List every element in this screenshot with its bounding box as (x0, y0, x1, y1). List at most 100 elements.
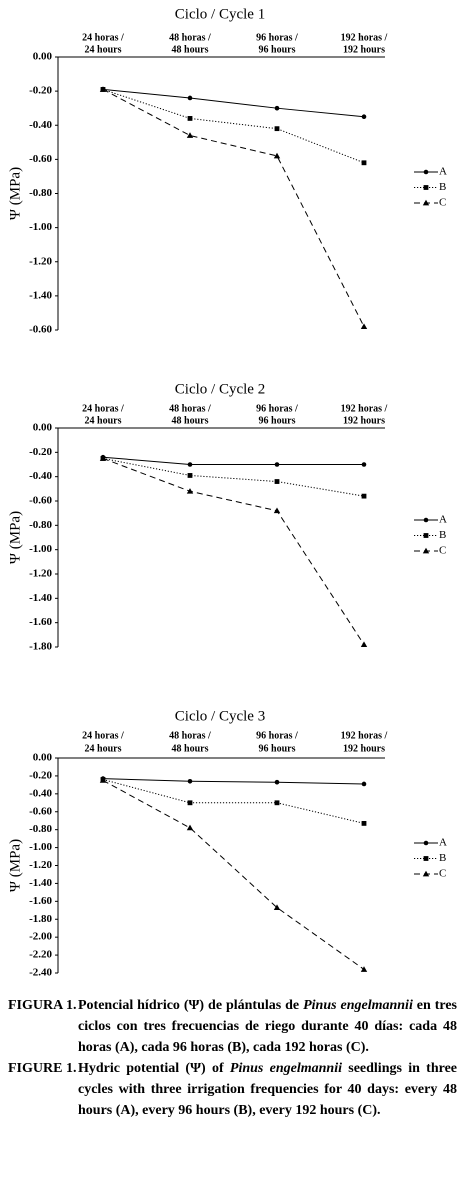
x-category-label: 24 horas / (82, 730, 124, 741)
series-line (102, 457, 365, 645)
x-category-label: 24 horas / (82, 403, 124, 414)
legend-marker (422, 870, 430, 877)
legend-marker (422, 547, 430, 554)
x-category-label: 96 horas / (256, 403, 298, 414)
y-tick-label: -0.20 (29, 446, 52, 458)
series-line (102, 779, 365, 824)
data-point (186, 488, 194, 494)
caption-text: Potencial hídrico (Ψ) de plántulas de (78, 998, 304, 1013)
y-axis-label: Ψ (MPa) (7, 167, 23, 220)
y-tick-label: -0.20 (29, 85, 52, 97)
x-category-label: 48 horas / (169, 403, 211, 414)
data-point (273, 904, 281, 911)
y-tick-label: -1.60 (29, 616, 52, 628)
data-point (361, 160, 367, 166)
series-line (102, 457, 365, 497)
legend-label: A (439, 166, 447, 178)
caption-text: Pinus engelmannii (229, 1061, 342, 1076)
y-tick-label: -2.40 (29, 967, 52, 979)
data-point (187, 95, 193, 101)
x-category-label: 48 hours (172, 415, 209, 426)
y-tick-label: -1.40 (29, 289, 52, 301)
data-point (273, 152, 281, 159)
data-point (274, 126, 280, 132)
legend-label: A (439, 837, 447, 849)
legend-label: B (439, 852, 446, 864)
y-tick-label: -0.40 (29, 119, 52, 131)
x-category-label: 96 hours (259, 743, 296, 754)
y-tick-label: -1.00 (29, 543, 52, 555)
y-tick-label: -2.00 (29, 931, 52, 943)
legend-label: C (439, 545, 446, 557)
data-point (274, 779, 280, 785)
x-category-label: 96 horas / (256, 730, 298, 741)
y-tick-label: -1.20 (29, 255, 52, 267)
y-tick-label: -0.60 (29, 495, 52, 507)
y-tick-label: -1.00 (29, 841, 52, 853)
data-point (361, 493, 367, 499)
data-point (360, 323, 368, 329)
y-tick-label: 0.00 (33, 752, 53, 764)
y-tick-label: -1.40 (29, 877, 52, 889)
y-axis-label: Ψ (MPa) (7, 511, 23, 564)
y-tick-label: -0.80 (29, 519, 52, 531)
legend-marker (422, 199, 430, 206)
series-line (102, 456, 364, 465)
y-tick-label: -2.20 (29, 949, 52, 961)
chart-title: Ciclo / Cycle 3 (175, 708, 265, 724)
y-tick-label: -0.40 (29, 470, 52, 482)
data-point (186, 824, 194, 831)
data-point (274, 479, 280, 484)
chart-title: Ciclo / Cycle 2 (175, 381, 265, 397)
data-point (99, 455, 107, 461)
x-category-label: 24 hours (85, 44, 122, 55)
series-line (102, 88, 365, 164)
legend-marker (423, 169, 429, 175)
data-point (360, 966, 368, 972)
caption-label: FIGURA 1. (8, 998, 77, 1013)
y-tick-label: -1.40 (29, 592, 52, 604)
legend-marker (423, 517, 429, 523)
legend-label: C (439, 197, 446, 209)
x-category-label: 24 hours (85, 415, 122, 426)
x-category-label: 48 hours (172, 743, 209, 754)
legend-marker (423, 840, 429, 846)
x-category-label: 24 hours (85, 743, 122, 754)
data-point (187, 116, 193, 121)
legend-marker (423, 856, 429, 861)
legend-label: B (439, 529, 446, 541)
legend-marker (423, 533, 429, 538)
data-point (361, 820, 367, 826)
data-point (187, 462, 193, 467)
legend-label: A (439, 514, 447, 526)
x-category-label: 192 horas / (341, 403, 388, 414)
series-line (102, 779, 365, 970)
data-point (99, 86, 107, 92)
x-category-label: 192 hours (343, 415, 385, 426)
x-category-label: 96 hours (259, 415, 296, 426)
y-tick-label: 0.00 (33, 422, 53, 434)
x-category-label: 48 horas / (169, 32, 211, 43)
y-tick-label: -1.60 (29, 895, 52, 907)
data-point (361, 114, 367, 120)
data-point (361, 462, 367, 467)
data-point (361, 781, 367, 787)
y-tick-label: -0.60 (29, 153, 52, 165)
caption-paragraph: FIGURE 1. Hydric potential (Ψ) of Pinus e… (8, 1058, 457, 1121)
caption: FIGURA 1. Potencial hídrico (Ψ) de plántu… (0, 995, 463, 1121)
data-point (274, 800, 280, 806)
caption-text: Pinus engelmannii (303, 998, 413, 1013)
data-point (187, 778, 193, 784)
x-category-label: 48 hours (172, 44, 209, 55)
data-point (360, 641, 368, 647)
x-category-label: 96 hours (259, 44, 296, 55)
data-point (274, 105, 280, 111)
caption-text: seedlings in three cycles with three irr… (78, 1061, 457, 1118)
legend-label: B (439, 181, 446, 193)
y-tick-label: -0.20 (29, 769, 52, 781)
y-tick-label: -1.20 (29, 568, 52, 580)
data-point (187, 473, 193, 478)
series-line (102, 778, 365, 785)
